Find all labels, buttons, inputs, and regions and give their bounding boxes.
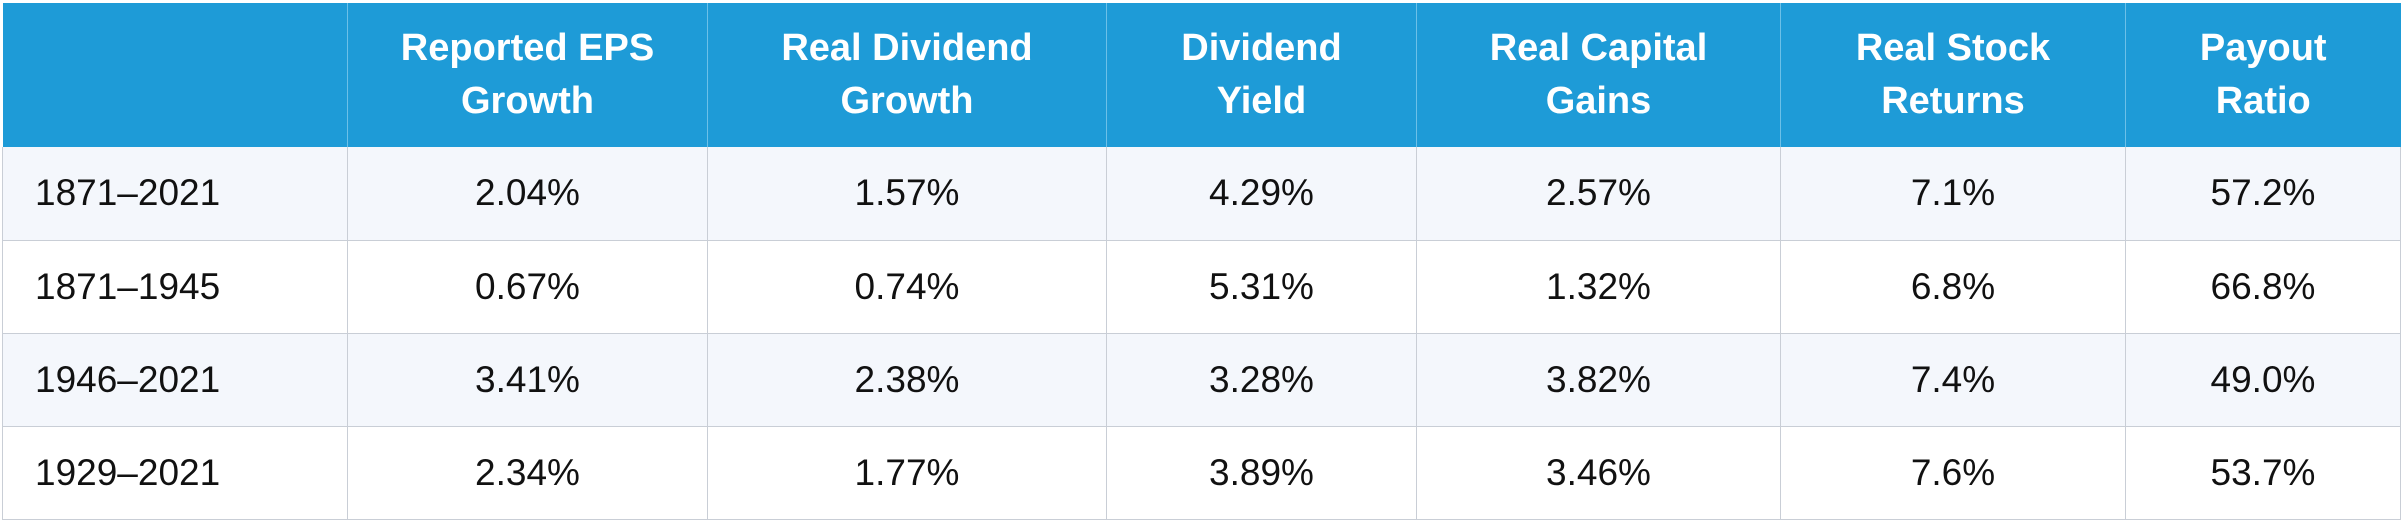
header-row: Reported EPS Growth Real Dividend Growth… <box>2 3 2401 147</box>
capital-gains-cell: 3.82% <box>1416 333 1781 427</box>
table-header: Reported EPS Growth Real Dividend Growth… <box>2 3 2401 147</box>
header-real-capital-gains: Real Capital Gains <box>1416 3 1781 147</box>
dividend-growth-cell: 2.38% <box>707 333 1107 427</box>
stock-returns-cell: 7.6% <box>1780 426 2126 520</box>
eps-growth-cell: 2.04% <box>347 147 708 241</box>
capital-gains-cell: 1.32% <box>1416 240 1781 334</box>
eps-growth-cell: 0.67% <box>347 240 708 334</box>
header-label-line2: Gains <box>1545 80 1652 122</box>
payout-ratio-cell: 66.8% <box>2125 240 2401 334</box>
header-label-line1: Real Dividend <box>781 27 1033 69</box>
table-row: 1871–2021 2.04% 1.57% 4.29% 2.57% 7.1% 5… <box>2 147 2401 241</box>
eps-growth-cell: 3.41% <box>347 333 708 427</box>
stock-returns-cell: 6.8% <box>1780 240 2126 334</box>
table-row: 1929–2021 2.34% 1.77% 3.89% 3.46% 7.6% 5… <box>2 426 2401 520</box>
header-real-dividend-growth: Real Dividend Growth <box>707 3 1107 147</box>
dividend-yield-cell: 3.28% <box>1106 333 1417 427</box>
payout-ratio-cell: 57.2% <box>2125 147 2401 241</box>
stock-returns-cell: 7.1% <box>1780 147 2126 241</box>
header-real-stock-returns: Real Stock Returns <box>1780 3 2126 147</box>
eps-growth-cell: 2.34% <box>347 426 708 520</box>
capital-gains-cell: 2.57% <box>1416 147 1781 241</box>
dividend-growth-cell: 1.77% <box>707 426 1107 520</box>
header-label-line1: Payout <box>2199 27 2327 69</box>
table-row: 1871–1945 0.67% 0.74% 5.31% 1.32% 6.8% 6… <box>2 240 2401 334</box>
period-cell: 1946–2021 <box>2 333 348 427</box>
table-row: 1946–2021 3.41% 2.38% 3.28% 3.82% 7.4% 4… <box>2 333 2401 427</box>
dividend-yield-cell: 5.31% <box>1106 240 1417 334</box>
dividend-yield-cell: 4.29% <box>1106 147 1417 241</box>
header-label-line1: Dividend <box>1181 27 1342 69</box>
header-label-line2: Growth <box>840 80 974 122</box>
period-cell: 1871–1945 <box>2 240 348 334</box>
dividend-growth-cell: 1.57% <box>707 147 1107 241</box>
header-label-line1: Real Capital <box>1489 27 1708 69</box>
header-label-line2: Growth <box>461 80 594 122</box>
payout-ratio-cell: 49.0% <box>2125 333 2401 427</box>
header-reported-eps-growth: Reported EPS Growth <box>347 3 708 147</box>
header-label-line2: Yield <box>1216 80 1307 122</box>
period-cell: 1871–2021 <box>2 147 348 241</box>
dividend-yield-cell: 3.89% <box>1106 426 1417 520</box>
header-label-line1: Reported EPS <box>400 27 655 69</box>
header-label-line2: Ratio <box>2215 80 2311 122</box>
header-label-line2: Returns <box>1881 80 2025 122</box>
payout-ratio-cell: 53.7% <box>2125 426 2401 520</box>
capital-gains-cell: 3.46% <box>1416 426 1781 520</box>
returns-table: Reported EPS Growth Real Dividend Growth… <box>2 3 2401 520</box>
header-dividend-yield: Dividend Yield <box>1106 3 1417 147</box>
dividend-growth-cell: 0.74% <box>707 240 1107 334</box>
header-label-line1: Real Stock <box>1855 27 2051 69</box>
header-payout-ratio: Payout Ratio <box>2125 3 2401 147</box>
period-cell: 1929–2021 <box>2 426 348 520</box>
stock-returns-cell: 7.4% <box>1780 333 2126 427</box>
header-period <box>2 3 348 147</box>
table-body: 1871–2021 2.04% 1.57% 4.29% 2.57% 7.1% 5… <box>2 147 2401 520</box>
